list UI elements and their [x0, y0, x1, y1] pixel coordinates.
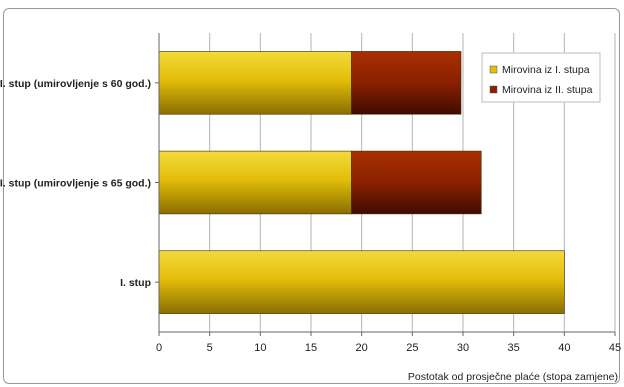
x-tick-label: 15	[305, 342, 317, 354]
bar-3-series-1	[158, 250, 565, 314]
category-label: II. stup (umirovljenje s 65 god.)	[0, 178, 151, 190]
x-tick-label: 45	[609, 342, 621, 354]
x-tick-label: 0	[156, 342, 162, 354]
legend-box	[481, 52, 601, 103]
category-labels: II. stup (umirovljenje s 60 god.) II. stu…	[0, 78, 151, 289]
x-tick-label: 20	[356, 342, 368, 354]
x-tick-label: 10	[254, 342, 266, 354]
axes	[155, 33, 616, 336]
legend-label-series-1: Mirovina iz I. stupa	[502, 64, 590, 76]
x-tick-label: 25	[406, 342, 418, 354]
category-label: II. stup (umirovljenje s 60 god.)	[0, 78, 151, 90]
legend-swatch-series-1	[489, 65, 498, 74]
x-tick-label: 5	[207, 342, 213, 354]
x-tick-label: 35	[508, 342, 520, 354]
x-axis-label: Postotak od prosječne plaće (stopa zamje…	[408, 371, 618, 383]
x-tick-label: 40	[558, 342, 570, 354]
bar-1-series-2	[351, 51, 462, 115]
legend-label-series-2: Mirovina iz II. stupa	[502, 84, 593, 96]
bar-1-series-1	[158, 51, 352, 115]
legend-swatch-series-2	[489, 85, 498, 94]
category-label: I. stup	[120, 277, 151, 289]
bar-2-series-2	[351, 150, 482, 215]
x-tick-labels: 0 5 10 15 20 25 30 35 40 45	[156, 342, 621, 354]
bars	[158, 51, 565, 314]
legend: Mirovina iz I. stupa Mirovina iz II. stu…	[481, 52, 601, 103]
x-tick-label: 30	[457, 342, 469, 354]
bar-2-series-1	[158, 150, 352, 215]
